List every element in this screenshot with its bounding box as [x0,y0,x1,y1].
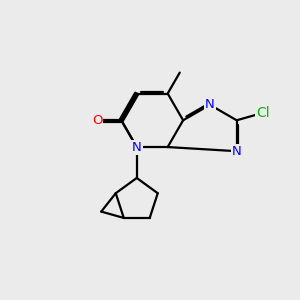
Text: O: O [92,114,102,127]
Text: N: N [205,98,215,111]
Text: Cl: Cl [256,106,270,120]
Text: N: N [232,145,242,158]
Text: N: N [132,141,142,154]
